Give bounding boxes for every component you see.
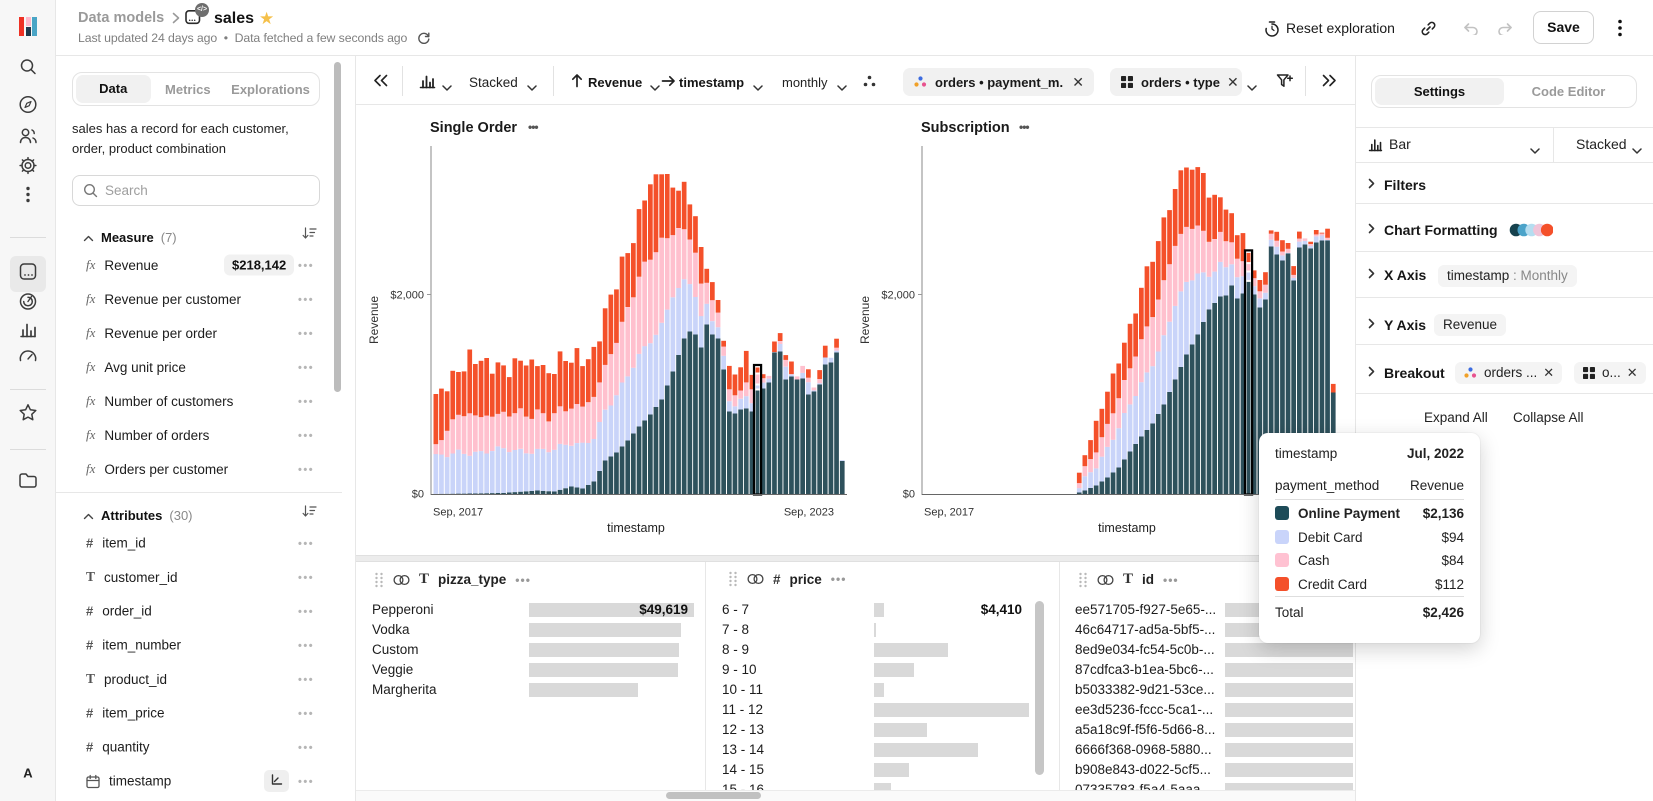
svg-text:•••: •••: [528, 120, 538, 134]
svg-text:$0: $0: [412, 489, 424, 501]
svg-text:Single Order: Single Order: [430, 120, 517, 136]
svg-text:timestamp: timestamp: [607, 521, 665, 535]
svg-text:Sep, 2017: Sep, 2017: [924, 507, 974, 519]
svg-text:$0: $0: [903, 489, 915, 501]
svg-text:timestamp: timestamp: [1098, 521, 1156, 535]
svg-text:Sep, 2023: Sep, 2023: [784, 507, 834, 519]
svg-text:Subscription: Subscription: [921, 120, 1010, 136]
svg-text:•••: •••: [1019, 120, 1029, 134]
svg-text:Sep, 2017: Sep, 2017: [433, 507, 483, 519]
svg-text:$2,000: $2,000: [881, 290, 915, 302]
svg-text:Revenue: Revenue: [367, 296, 381, 344]
svg-text:$2,000: $2,000: [390, 290, 424, 302]
svg-text:Revenue: Revenue: [858, 296, 872, 344]
